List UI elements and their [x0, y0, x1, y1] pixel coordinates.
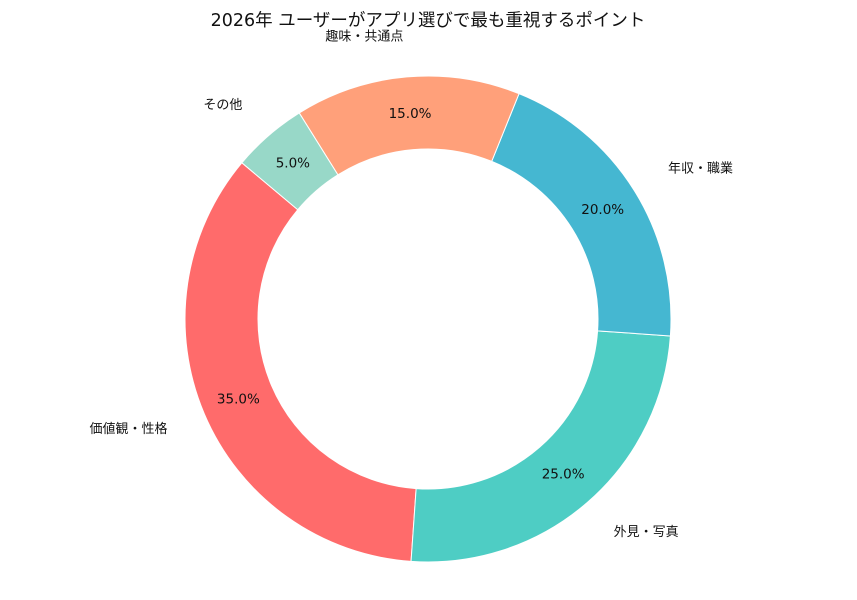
- slice-0: [184, 162, 417, 562]
- slice-category-label: 年収・職業: [668, 161, 733, 177]
- slice-percent-label: 5.0%: [276, 156, 310, 172]
- slice-category-label: その他: [203, 98, 242, 113]
- slice-1: [410, 330, 671, 563]
- slice-category-label: 外見・写真: [614, 525, 679, 540]
- slice-category-label: 趣味・共通点: [325, 30, 403, 45]
- slice-percent-label: 15.0%: [389, 106, 432, 122]
- slice-category-label: 価値観・性格: [89, 421, 167, 437]
- percent-label-group: 35.0% 25.0% 20.0% 15.0% 5.0%: [217, 106, 624, 483]
- slice-3: [298, 75, 520, 176]
- slice-4: [241, 112, 339, 211]
- slice-percent-label: 20.0%: [581, 202, 624, 218]
- slice-group: [184, 75, 672, 563]
- slice-percent-label: 25.0%: [542, 466, 585, 482]
- chart-title: 2026年 ユーザーがアプリ選びで最も重視するポイント: [211, 11, 646, 31]
- slice-percent-label: 35.0%: [217, 391, 260, 407]
